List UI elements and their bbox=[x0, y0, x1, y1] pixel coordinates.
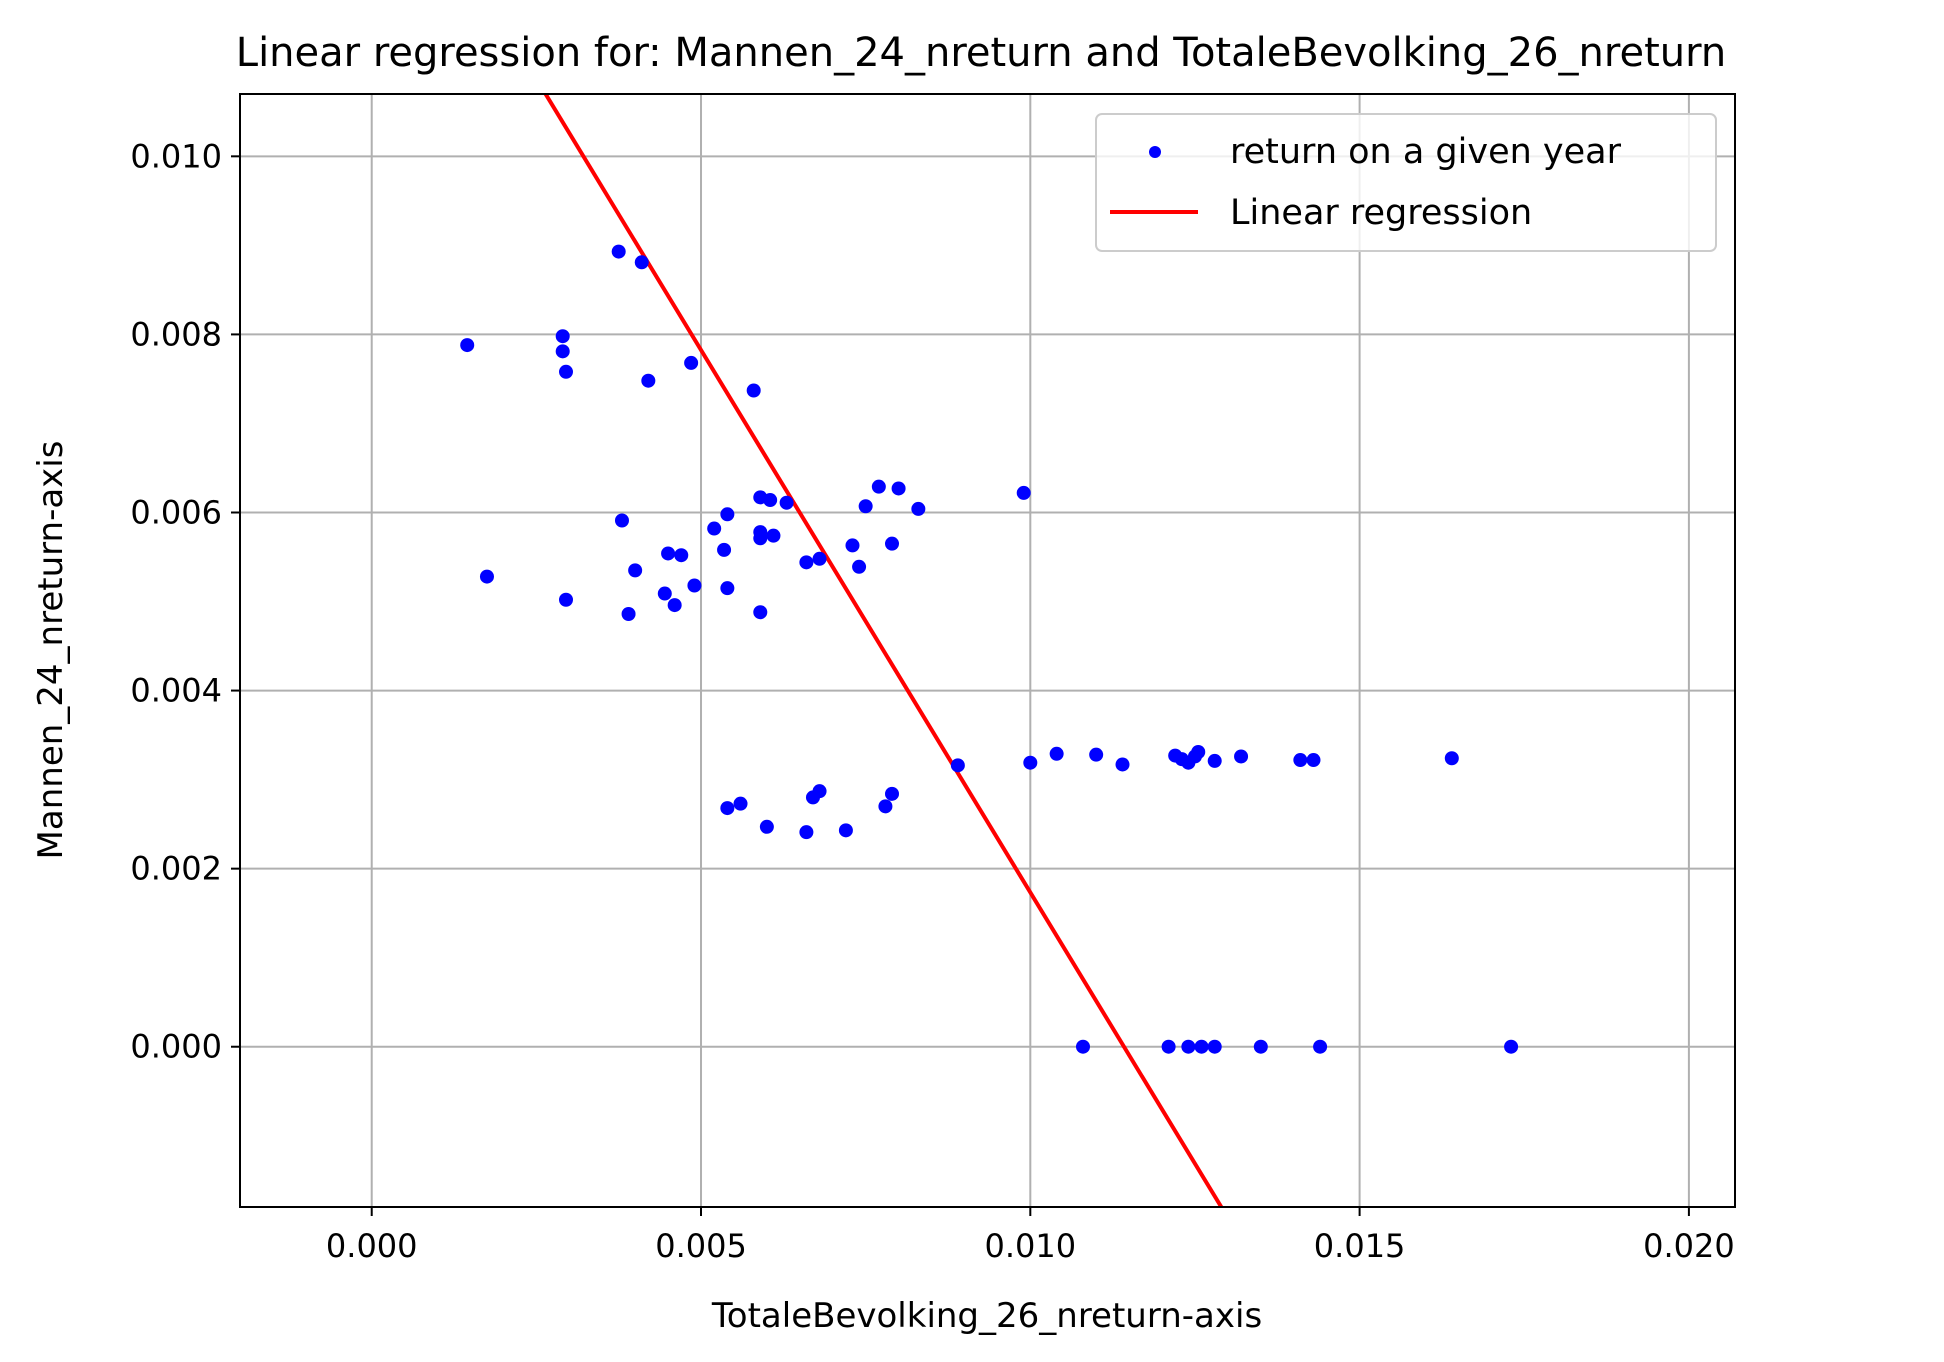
data-point bbox=[559, 592, 574, 607]
data-point bbox=[1023, 755, 1038, 770]
data-point bbox=[891, 481, 906, 496]
data-point bbox=[733, 796, 748, 811]
data-point bbox=[812, 784, 827, 799]
data-point bbox=[766, 528, 781, 543]
chart-title: Linear regression for: Mannen_24_nreturn… bbox=[236, 30, 1726, 76]
x-tick-label: 0.010 bbox=[985, 1227, 1077, 1265]
data-point bbox=[674, 548, 689, 563]
y-tick-label: 0.002 bbox=[130, 850, 222, 888]
data-point bbox=[746, 383, 761, 398]
legend-label-scatter: return on a given year bbox=[1230, 132, 1622, 172]
data-point bbox=[1207, 1039, 1222, 1054]
data-point bbox=[759, 819, 774, 834]
data-point bbox=[1181, 1039, 1196, 1054]
scatter-points bbox=[460, 244, 1519, 1054]
data-point bbox=[1313, 1039, 1328, 1054]
data-point bbox=[1293, 753, 1308, 768]
data-point bbox=[687, 578, 702, 593]
data-point bbox=[707, 521, 722, 536]
data-point bbox=[1075, 1039, 1090, 1054]
x-tick-label: 0.005 bbox=[655, 1227, 747, 1265]
x-tick-label: 0.000 bbox=[326, 1227, 418, 1265]
data-point bbox=[720, 801, 735, 816]
regression-line bbox=[543, 94, 1224, 1207]
data-point bbox=[614, 513, 629, 528]
data-point bbox=[479, 569, 494, 584]
grid bbox=[240, 94, 1735, 1207]
data-point bbox=[838, 823, 853, 838]
data-point bbox=[779, 495, 794, 510]
data-point bbox=[753, 531, 768, 546]
data-point bbox=[611, 244, 626, 259]
data-point bbox=[871, 479, 886, 494]
data-point bbox=[799, 825, 814, 840]
data-point bbox=[720, 581, 735, 596]
legend-marker-scatter bbox=[1149, 146, 1161, 158]
data-point bbox=[753, 605, 768, 620]
x-axis-label: TotaleBevolking_26_nreturn-axis bbox=[711, 1296, 1262, 1336]
legend-box bbox=[1095, 113, 1717, 252]
data-point bbox=[1253, 1039, 1268, 1054]
data-point bbox=[621, 606, 636, 621]
plot-frame bbox=[239, 93, 1736, 1208]
data-point bbox=[950, 758, 965, 773]
data-point bbox=[684, 355, 699, 370]
x-tick-label: 0.015 bbox=[1314, 1227, 1406, 1265]
y-tick-label: 0.008 bbox=[130, 315, 222, 353]
data-point bbox=[555, 344, 570, 359]
data-point bbox=[878, 799, 893, 814]
data-point bbox=[812, 551, 827, 566]
data-point bbox=[1504, 1039, 1519, 1054]
y-tick-label: 0.000 bbox=[130, 1028, 222, 1066]
data-point bbox=[763, 493, 778, 508]
data-point bbox=[1306, 753, 1321, 768]
data-point bbox=[657, 586, 672, 601]
data-point bbox=[1191, 745, 1206, 760]
y-tick-label: 0.010 bbox=[130, 137, 222, 175]
data-point bbox=[1089, 747, 1104, 762]
regression-line-layer bbox=[543, 94, 1224, 1207]
data-point bbox=[1161, 1039, 1176, 1054]
data-point bbox=[858, 499, 873, 514]
data-point bbox=[885, 786, 900, 801]
legend-label-line: Linear regression bbox=[1230, 193, 1532, 233]
data-point bbox=[555, 329, 570, 344]
y-tick-label: 0.006 bbox=[130, 493, 222, 531]
data-point bbox=[667, 598, 682, 613]
data-point bbox=[717, 542, 732, 557]
x-axis-ticks: 0.000 0.005 0.010 0.015 0.020 bbox=[326, 1207, 1735, 1265]
data-point bbox=[885, 536, 900, 551]
data-point bbox=[641, 373, 656, 388]
data-point bbox=[1444, 751, 1459, 766]
data-point bbox=[559, 364, 574, 379]
y-tick-label: 0.004 bbox=[130, 672, 222, 710]
data-point bbox=[1234, 749, 1249, 764]
data-point bbox=[799, 555, 814, 570]
data-point bbox=[1207, 753, 1222, 768]
data-point bbox=[634, 255, 649, 270]
x-tick-label: 0.020 bbox=[1643, 1227, 1735, 1265]
data-point bbox=[720, 507, 735, 522]
y-axis-ticks: 0.000 0.002 0.004 0.006 0.008 0.010 bbox=[130, 137, 240, 1066]
legend: return on a given year Linear regression bbox=[1095, 113, 1717, 252]
data-point bbox=[1194, 1039, 1209, 1054]
data-point bbox=[852, 559, 867, 574]
data-point bbox=[460, 338, 475, 353]
data-point bbox=[1115, 757, 1130, 772]
data-point bbox=[1016, 485, 1031, 500]
data-point bbox=[911, 501, 926, 516]
data-point bbox=[845, 538, 860, 553]
data-point bbox=[628, 563, 643, 578]
data-point bbox=[1049, 746, 1064, 761]
data-point bbox=[661, 546, 676, 561]
y-axis-label: Mannen_24_nreturn-axis bbox=[31, 441, 71, 860]
